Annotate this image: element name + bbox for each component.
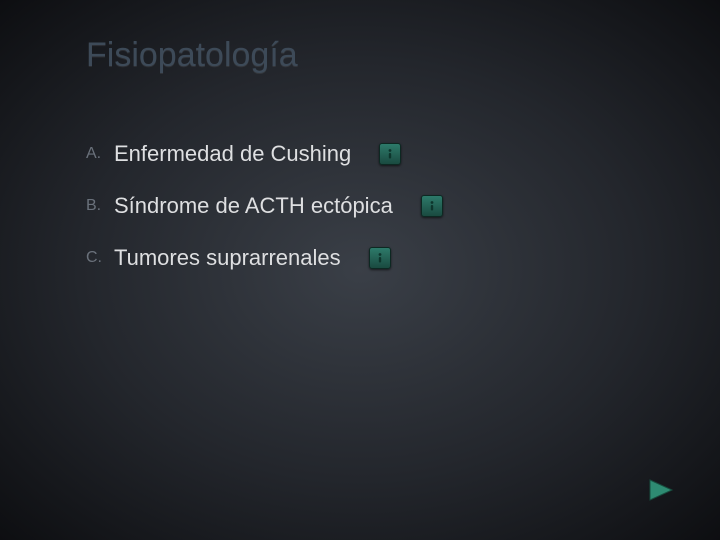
info-icon[interactable] (369, 247, 391, 269)
list-item: C. Tumores suprarrenales (86, 242, 443, 274)
item-text: Enfermedad de Cushing (114, 141, 351, 167)
item-letter: C. (86, 249, 114, 267)
next-arrow-icon[interactable] (646, 476, 678, 504)
list-item: A. Enfermedad de Cushing (86, 138, 443, 170)
info-icon[interactable] (379, 143, 401, 165)
slide-title: Fisiopatología (86, 36, 298, 75)
item-text: Tumores suprarrenales (114, 245, 341, 271)
item-list: A. Enfermedad de Cushing B. Síndrome de … (86, 138, 443, 294)
list-item: B. Síndrome de ACTH ectópica (86, 190, 443, 222)
item-letter: B. (86, 197, 114, 215)
item-text: Síndrome de ACTH ectópica (114, 193, 393, 219)
info-icon[interactable] (421, 195, 443, 217)
item-letter: A. (86, 145, 114, 163)
